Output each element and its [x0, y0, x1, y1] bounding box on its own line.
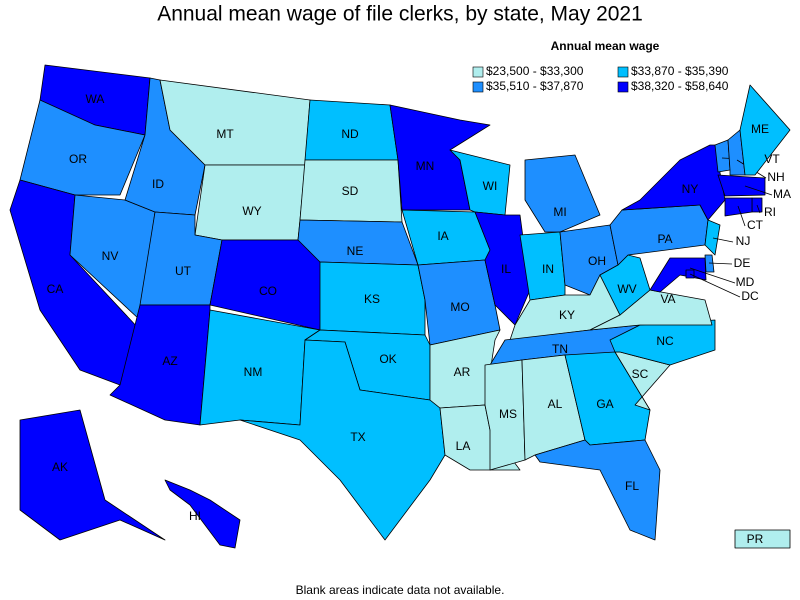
states: WA OR CA NV ID MT WY UT CO AZ NM ND SD NE KS OK TX MN IA MO… — [9, 64, 791, 549]
state-label: MT — [216, 127, 234, 141]
state-label: WI — [483, 179, 498, 193]
state-label: RI — [764, 205, 776, 219]
state-shape — [727, 129, 746, 176]
state-shape — [734, 529, 791, 549]
leader-line — [712, 237, 734, 243]
state-label: NH — [767, 170, 784, 184]
state-shape — [739, 84, 791, 176]
state-label: WA — [86, 92, 105, 106]
state-label: DE — [734, 256, 751, 270]
leader-line — [708, 262, 733, 265]
state-label: MS — [499, 407, 517, 421]
state-label: MI — [553, 205, 566, 219]
state-label: TN — [552, 342, 568, 356]
state-label: ND — [341, 127, 359, 141]
leader-line — [744, 185, 773, 196]
footnote: Blank areas indicate data not available. — [296, 583, 505, 597]
state-label: NJ — [736, 234, 751, 248]
state-label: OK — [379, 352, 396, 366]
state-shape — [194, 164, 306, 241]
state-label: AZ — [162, 354, 177, 368]
state-shape — [704, 219, 721, 256]
state-label: AL — [548, 397, 563, 411]
state-label: ID — [152, 177, 164, 191]
state-label: PR — [747, 532, 764, 546]
map-title: Annual mean wage of file clerks, by stat… — [157, 3, 643, 26]
state-label: CO — [259, 284, 277, 298]
state-label: LA — [456, 439, 471, 453]
legend-label: $38,320 - $58,640 — [631, 79, 729, 93]
leader-line — [689, 273, 741, 298]
state-label: KY — [559, 308, 575, 322]
state-label: GA — [596, 397, 613, 411]
state-label: IL — [501, 262, 511, 276]
state-label: ME — [751, 122, 769, 136]
state-shape — [319, 261, 426, 336]
state-label: NY — [682, 182, 699, 196]
state-shape — [534, 439, 661, 541]
state-label: NC — [656, 334, 674, 348]
state-label: FL — [625, 479, 639, 493]
state-shape — [164, 479, 241, 549]
state-shape — [519, 231, 566, 301]
state-label: OR — [69, 152, 87, 166]
legend-title: Annual mean wage — [551, 39, 660, 53]
state-shape — [717, 174, 766, 197]
state-label: CA — [47, 282, 64, 296]
state-label: MO — [450, 300, 469, 314]
state-label: AK — [52, 460, 68, 474]
legend-swatch — [617, 66, 629, 78]
state-label: MD — [736, 275, 755, 289]
state-label: SC — [632, 367, 649, 381]
state-label: CT — [747, 218, 764, 232]
leader-line — [689, 267, 736, 284]
state-label: NE — [347, 244, 364, 258]
state-label: IA — [437, 229, 448, 243]
legend-label: $23,500 - $33,300 — [486, 64, 584, 78]
state-label: PA — [657, 232, 672, 246]
state-shape — [109, 304, 211, 426]
state-label: DC — [741, 289, 759, 303]
leader-line — [737, 205, 746, 227]
legend-swatch — [617, 81, 629, 93]
legend-swatch — [472, 66, 484, 78]
state-label: OH — [588, 254, 606, 268]
state-label: KS — [364, 292, 380, 306]
state-label: MN — [416, 159, 435, 173]
state-shape — [239, 339, 446, 541]
state-shape — [649, 257, 707, 293]
state-label: MA — [773, 187, 791, 201]
legend-label: $35,510 - $37,870 — [486, 79, 584, 93]
state-label: WY — [242, 204, 261, 218]
state-label: AR — [454, 365, 471, 379]
state-label: SD — [342, 184, 359, 198]
legend: Annual mean wage $23,500 - $33,300 $33,87… — [472, 39, 729, 93]
state-label: WV — [617, 282, 636, 296]
state-shape — [19, 409, 166, 541]
state-label: VA — [660, 292, 675, 306]
state-label: TX — [350, 430, 365, 444]
state-shape — [297, 219, 419, 266]
state-shape — [714, 139, 731, 173]
state-shape — [524, 154, 601, 233]
state-label: NV — [102, 249, 119, 263]
legend-label: $33,870 - $35,390 — [631, 64, 729, 78]
state-label: VT — [764, 152, 780, 166]
leader-line — [756, 204, 761, 214]
legend-swatch — [472, 81, 484, 93]
state-label: HI — [189, 509, 201, 523]
state-label: NM — [244, 365, 263, 379]
state-label: IN — [542, 262, 554, 276]
state-label: UT — [175, 264, 192, 278]
